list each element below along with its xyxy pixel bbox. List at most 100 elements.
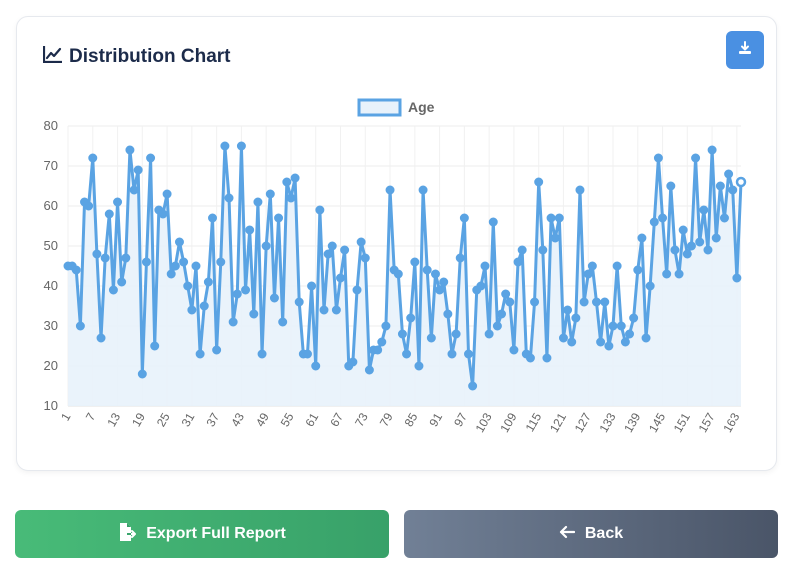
data-point	[546, 213, 556, 223]
x-tick-label: 127	[572, 410, 594, 435]
data-point	[410, 257, 420, 267]
data-point	[699, 205, 709, 215]
data-point	[381, 321, 391, 331]
data-point	[183, 281, 193, 291]
data-point	[550, 233, 560, 243]
y-tick-label: 80	[44, 118, 58, 133]
data-point	[641, 333, 651, 343]
data-point	[261, 241, 271, 251]
data-point	[575, 185, 585, 195]
data-point	[307, 281, 317, 291]
x-tick-label: 13	[104, 410, 123, 429]
x-tick-label: 133	[596, 410, 618, 435]
legend-label: Age	[408, 99, 435, 115]
data-point	[327, 241, 337, 251]
x-tick-label: 79	[377, 410, 396, 429]
data-point	[104, 209, 114, 219]
data-point	[402, 349, 412, 359]
data-point	[146, 153, 156, 163]
x-tick-label: 55	[278, 410, 297, 429]
x-tick-label: 61	[303, 410, 322, 429]
data-point	[480, 261, 490, 271]
data-point	[505, 297, 515, 307]
data-point	[625, 329, 635, 339]
data-point	[620, 337, 630, 347]
line-chart: 10 20 30 40 50 60 70 80 1 7 13 19 25 31 37 43 49 55 61 67 73…	[44, 98, 747, 435]
data-point	[199, 301, 209, 311]
data-point	[265, 189, 275, 199]
data-point	[653, 153, 663, 163]
data-point	[658, 213, 668, 223]
download-icon	[737, 40, 753, 61]
data-point	[133, 165, 143, 175]
data-point	[637, 233, 647, 243]
data-point	[257, 349, 267, 359]
data-point	[331, 305, 341, 315]
data-point	[691, 153, 701, 163]
data-point	[302, 349, 312, 359]
data-point	[579, 297, 589, 307]
data-point	[670, 245, 680, 255]
x-tick-label: 91	[426, 410, 445, 429]
data-point	[459, 213, 469, 223]
x-tick-label: 157	[696, 410, 718, 435]
x-tick-label: 1	[58, 410, 74, 423]
data-point	[282, 177, 292, 187]
data-point	[422, 265, 432, 275]
data-point	[596, 337, 606, 347]
data-point	[191, 261, 201, 271]
data-point	[377, 337, 387, 347]
data-point	[451, 329, 461, 339]
data-point	[294, 297, 304, 307]
data-point	[286, 193, 296, 203]
data-point	[220, 141, 230, 151]
data-point	[587, 261, 597, 271]
download-button[interactable]	[726, 31, 764, 69]
data-point	[360, 253, 370, 263]
card-title-text: Distribution Chart	[69, 46, 231, 67]
y-tick-label: 70	[44, 158, 58, 173]
x-tick-label: 7	[83, 410, 99, 423]
data-point	[96, 333, 106, 343]
y-tick-label: 20	[44, 358, 58, 373]
data-point	[290, 173, 300, 183]
x-tick-label: 67	[327, 410, 346, 429]
data-point	[732, 273, 742, 283]
data-point	[249, 309, 259, 319]
data-point	[464, 349, 473, 359]
data-point	[678, 225, 688, 235]
export-full-report-button[interactable]: Export Full Report	[15, 510, 389, 558]
data-point	[232, 289, 242, 299]
x-tick-label: 19	[129, 410, 148, 429]
data-point	[71, 265, 81, 275]
x-tick-label: 31	[179, 410, 198, 429]
data-point	[645, 281, 655, 291]
data-point	[315, 205, 325, 215]
data-point	[418, 185, 428, 195]
data-point	[426, 333, 436, 343]
data-point	[583, 269, 593, 279]
data-point	[530, 297, 540, 307]
data-point	[356, 237, 366, 247]
back-button[interactable]: Back	[404, 510, 778, 558]
back-button-label: Back	[584, 525, 624, 542]
data-point	[397, 329, 407, 339]
data-point	[439, 277, 449, 287]
data-point	[591, 297, 601, 307]
x-tick-label: 163	[720, 410, 742, 435]
data-point	[364, 365, 374, 375]
x-tick-label: 97	[451, 410, 470, 429]
data-point	[216, 257, 226, 267]
data-point	[608, 321, 618, 331]
data-point	[538, 245, 548, 255]
x-tick-label: 109	[497, 410, 519, 435]
data-point	[179, 257, 189, 267]
data-point	[728, 185, 738, 195]
arrow-left-icon	[559, 525, 575, 544]
data-point	[150, 341, 160, 351]
data-point	[703, 245, 713, 255]
data-point	[166, 269, 176, 279]
data-point	[430, 269, 440, 279]
data-point	[488, 217, 498, 227]
data-point	[269, 293, 279, 303]
